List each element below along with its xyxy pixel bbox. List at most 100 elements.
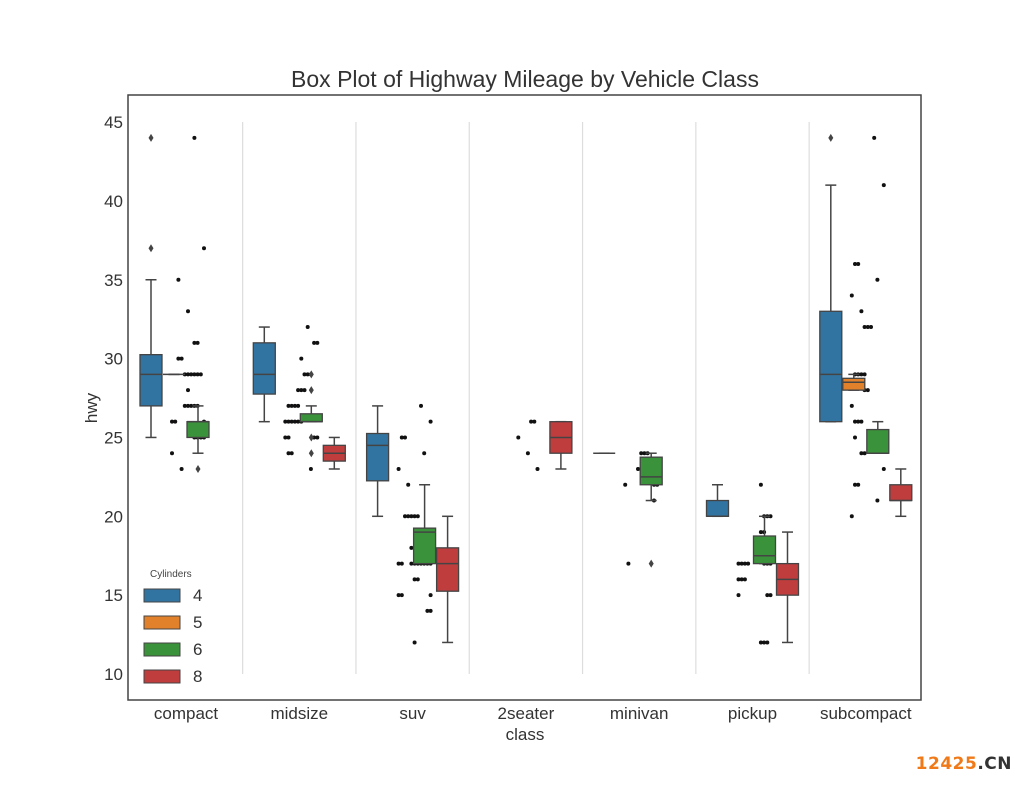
box-body: [186, 421, 210, 439]
strip-point: [881, 466, 886, 471]
strip-point: [409, 545, 414, 550]
box-body: [365, 432, 390, 482]
strip-point: [422, 451, 427, 456]
legend: Cylinders 4 5 6 8: [143, 569, 202, 686]
strip-point: [406, 482, 411, 487]
x-tick-label: pickup: [728, 704, 777, 723]
strip-point: [202, 246, 206, 251]
y-axis-label: hwy: [82, 392, 101, 423]
strip-point: [308, 466, 313, 471]
strip-point: [409, 561, 414, 566]
strip-point: [525, 451, 530, 456]
x-axis-label: class: [506, 725, 545, 744]
strip-point: [856, 482, 861, 487]
outlier-marker: [828, 133, 834, 142]
box-subcompact-4: [819, 133, 843, 423]
strip-point: [192, 372, 197, 377]
strip-point: [192, 135, 197, 140]
strip-point: [296, 388, 301, 393]
y-axis-ticks: 10 15 20 25 30 35 40 45: [104, 113, 123, 684]
box-2seater-8: [549, 420, 573, 470]
box-body: [889, 484, 913, 502]
strip-point: [195, 340, 200, 345]
strip-point: [189, 372, 194, 377]
strip-point: [762, 640, 767, 645]
strip-point: [742, 577, 747, 582]
box-minivan-6: [639, 452, 663, 568]
strip-point: [403, 435, 407, 440]
strip-point: [186, 372, 190, 377]
strip-point: [170, 419, 174, 424]
box-suv-4: [365, 405, 390, 518]
box-suv-8: [435, 515, 460, 644]
y-tick-label: 35: [104, 271, 123, 290]
x-tick-label: suv: [399, 704, 426, 723]
outlier-marker: [648, 559, 654, 568]
strip-point: [516, 435, 521, 440]
strip-point: [186, 388, 190, 393]
strip-point: [758, 530, 763, 535]
strip-point: [428, 419, 433, 424]
strip-point: [315, 340, 320, 345]
strip-point: [532, 419, 537, 424]
box-midsize-6: [299, 370, 323, 458]
x-axis-ticks: compact midsize suv 2seater minivan pickup sub…: [154, 704, 912, 723]
outlier-marker: [148, 244, 154, 253]
boxes: [139, 133, 913, 644]
strip-point: [299, 356, 304, 361]
box-subcompact-6: [866, 420, 890, 454]
strip-point: [286, 435, 291, 440]
strip-point: [289, 403, 294, 408]
legend-swatch: [143, 615, 181, 630]
strip-point: [186, 403, 190, 408]
strip-point: [186, 309, 190, 314]
strip-point: [399, 561, 404, 566]
strip-point: [765, 640, 770, 645]
strip-point: [286, 419, 291, 424]
legend-label: 4: [193, 586, 202, 605]
box-pickup-6: [752, 515, 777, 565]
strip-point: [865, 388, 870, 393]
x-tick-label: midsize: [270, 704, 328, 723]
strip-point: [179, 466, 184, 471]
outlier-marker: [308, 370, 314, 379]
strip-point: [739, 577, 744, 582]
strip-point: [758, 640, 763, 645]
strip-point: [302, 372, 307, 377]
box-body: [819, 310, 843, 423]
strip-point: [315, 435, 320, 440]
watermark-number: 12425: [915, 754, 978, 774]
strip-point: [853, 419, 857, 424]
strip-point: [746, 561, 751, 566]
strip-point: [859, 419, 864, 424]
strip-point: [623, 482, 628, 487]
watermark: 12425.CN: [916, 754, 1012, 774]
strip-point: [406, 514, 411, 519]
strip-point: [859, 451, 864, 456]
strip-point: [875, 277, 880, 282]
strip-point: [173, 419, 178, 424]
chart-title: Box Plot of Highway Mileage by Vehicle C…: [291, 66, 759, 92]
strip-point: [299, 388, 304, 393]
strip-point: [412, 577, 417, 582]
legend-swatch: [143, 588, 181, 603]
strip-point: [312, 340, 317, 345]
strip-point: [292, 419, 297, 424]
strip-point: [396, 561, 401, 566]
strip-point: [758, 482, 763, 487]
x-tick-label: 2seater: [498, 704, 555, 723]
strip-point: [283, 435, 288, 440]
strip-point: [409, 514, 414, 519]
legend-label: 6: [193, 640, 202, 659]
strip-point: [292, 403, 297, 408]
strip-point: [419, 403, 423, 408]
strip-point: [428, 608, 433, 613]
strip-point: [626, 561, 631, 566]
strip-point: [189, 403, 194, 408]
strip-point: [305, 325, 310, 330]
strip-point: [865, 325, 870, 330]
strip-point: [859, 309, 864, 314]
y-tick-label: 25: [104, 428, 123, 447]
strip-point: [642, 451, 647, 456]
